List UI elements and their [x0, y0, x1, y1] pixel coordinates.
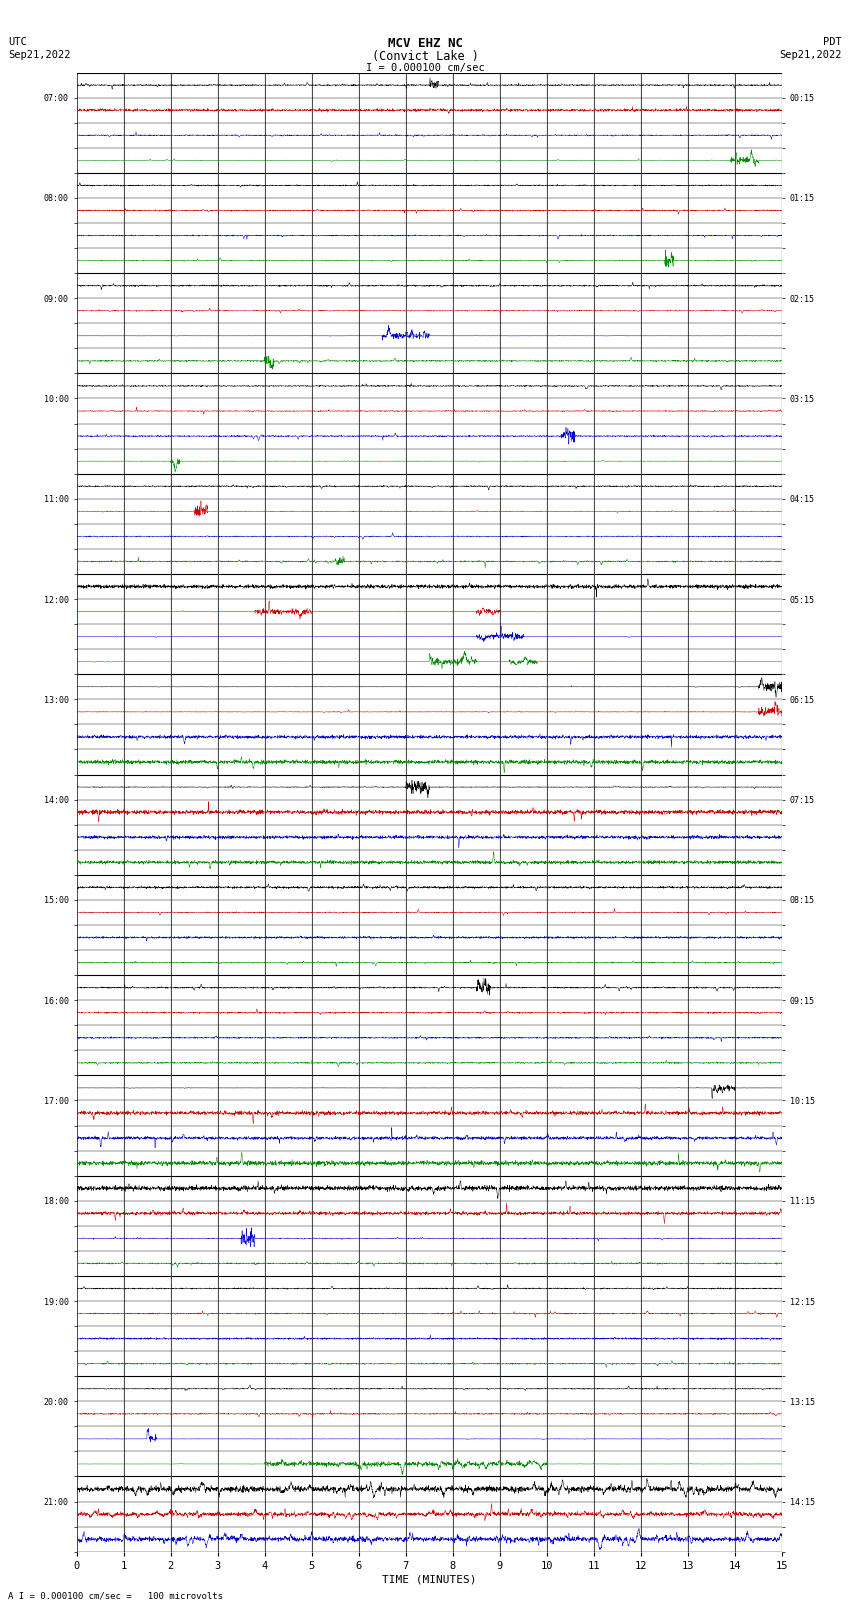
Text: A I = 0.000100 cm/sec =   100 microvolts: A I = 0.000100 cm/sec = 100 microvolts [8, 1590, 224, 1600]
Text: MCV EHZ NC: MCV EHZ NC [388, 37, 462, 50]
Text: PDT: PDT [823, 37, 842, 47]
X-axis label: TIME (MINUTES): TIME (MINUTES) [382, 1574, 477, 1586]
Text: I = 0.000100 cm/sec: I = 0.000100 cm/sec [366, 63, 484, 73]
Text: Sep21,2022: Sep21,2022 [8, 50, 71, 60]
Text: Sep21,2022: Sep21,2022 [779, 50, 842, 60]
Text: UTC: UTC [8, 37, 27, 47]
Text: (Convict Lake ): (Convict Lake ) [371, 50, 479, 63]
